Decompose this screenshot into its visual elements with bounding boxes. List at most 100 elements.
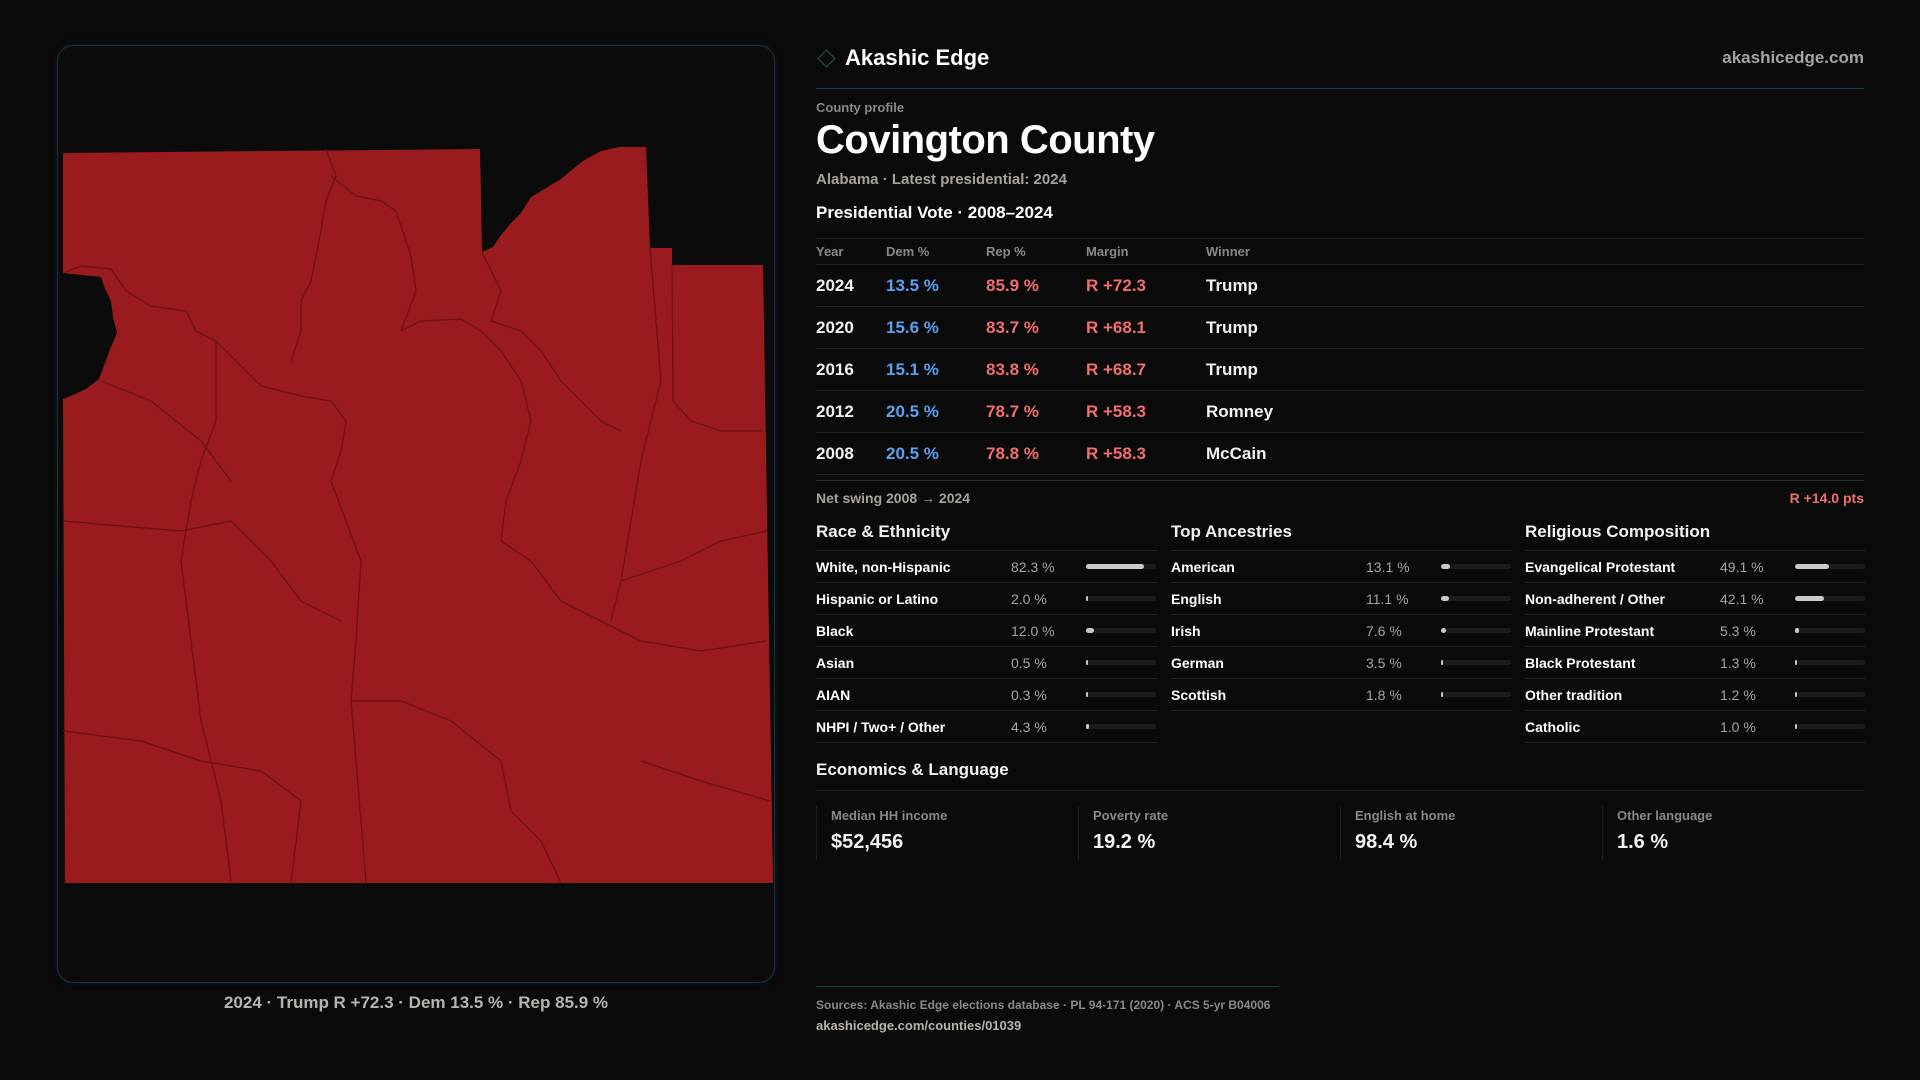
cell-margin: R +68.7 xyxy=(1086,359,1147,379)
section-heading: Race & Ethnicity xyxy=(816,520,1157,551)
stat-bar xyxy=(1795,628,1865,633)
site-link[interactable]: akashicedge.com xyxy=(1722,48,1864,67)
stat-percent: 1.3 % xyxy=(1720,654,1756,671)
section-ancestry: Top Ancestries American 13.1 % English 11.1 … xyxy=(1171,520,1512,711)
cell-margin: R +72.3 xyxy=(1086,275,1147,295)
economics-card: Poverty rate 19.2 % xyxy=(1078,806,1340,860)
vote-row: 2008 20.5 % 78.8 % R +58.3 McCain xyxy=(816,433,1864,475)
stat-percent: 49.1 % xyxy=(1720,558,1764,575)
economics-heading: Economics & Language xyxy=(816,760,1009,779)
stat-row: German 3.5 % xyxy=(1171,647,1512,679)
stat-bar xyxy=(1086,692,1156,697)
county-shape[interactable] xyxy=(63,147,773,883)
card-label: English at home xyxy=(1355,808,1456,823)
cell-rep-pct: 78.7 % xyxy=(986,401,1039,421)
stat-bar-fill xyxy=(1441,692,1443,697)
card-value: 19.2 % xyxy=(1093,831,1156,853)
cell-winner: Trump xyxy=(1206,317,1258,337)
stat-label: Irish xyxy=(1171,622,1201,639)
cell-margin: R +68.1 xyxy=(1086,317,1147,337)
stat-bar-fill xyxy=(1086,692,1088,697)
stat-label: Catholic xyxy=(1525,718,1581,735)
stat-label: Black xyxy=(816,622,854,639)
stat-bar-fill xyxy=(1086,660,1088,665)
economics-card: Other language 1.6 % xyxy=(1602,806,1864,860)
stat-row: Black Protestant 1.3 % xyxy=(1525,647,1866,679)
stat-row: Hispanic or Latino 2.0 % xyxy=(816,583,1157,615)
net-swing-label: Net swing 2008 → 2024 xyxy=(816,490,971,506)
card-label: Other language xyxy=(1617,808,1713,823)
cell-rep-pct: 78.8 % xyxy=(986,443,1039,463)
stat-bar xyxy=(1441,628,1511,633)
stat-label: Other tradition xyxy=(1525,686,1623,703)
vote-row: 2020 15.6 % 83.7 % R +68.1 Trump xyxy=(816,307,1864,349)
stat-bar xyxy=(1795,564,1865,569)
cell-year: 2024 xyxy=(816,275,854,295)
stat-bar xyxy=(1441,564,1511,569)
brand-name: Akashic Edge xyxy=(845,45,990,70)
cell-margin: R +58.3 xyxy=(1086,443,1147,463)
stat-label: Black Protestant xyxy=(1525,654,1636,671)
stat-row: Catholic 1.0 % xyxy=(1525,711,1866,743)
economics-cards: Median HH income $52,456 Poverty rate 19.2 … xyxy=(816,806,1864,860)
table-header: Year Dem % Rep % Margin Winner xyxy=(816,238,1864,265)
stat-label: White, non-Hispanic xyxy=(816,558,951,575)
cell-dem-pct: 15.1 % xyxy=(886,359,939,379)
stat-percent: 0.5 % xyxy=(1011,654,1047,671)
stat-bar xyxy=(1086,628,1156,633)
stat-label: English xyxy=(1171,590,1222,607)
cell-margin: R +58.3 xyxy=(1086,401,1147,421)
economics-card: English at home 98.4 % xyxy=(1340,806,1602,860)
stat-bar-fill xyxy=(1795,596,1825,601)
stat-row: Asian 0.5 % xyxy=(816,647,1157,679)
stat-bar-fill xyxy=(1086,564,1144,569)
stat-row: Evangelical Protestant 49.1 % xyxy=(1525,551,1866,583)
cell-rep-pct: 85.9 % xyxy=(986,275,1039,295)
county-map[interactable] xyxy=(58,46,776,984)
cell-winner: Trump xyxy=(1206,359,1258,379)
cell-rep-pct: 83.7 % xyxy=(986,317,1039,337)
page-title: Covington County xyxy=(816,118,1155,162)
stat-percent: 1.2 % xyxy=(1720,686,1756,703)
col-year: Year xyxy=(816,244,844,259)
stat-row: Irish 7.6 % xyxy=(1171,615,1512,647)
county-map-panel xyxy=(57,45,775,983)
stat-label: German xyxy=(1171,654,1224,671)
cell-year: 2008 xyxy=(816,443,854,463)
card-value: 98.4 % xyxy=(1355,831,1418,853)
stat-percent: 3.5 % xyxy=(1366,654,1402,671)
brand[interactable]: Akashic Edge xyxy=(816,45,989,71)
cell-year: 2020 xyxy=(816,317,854,337)
stat-bar-fill xyxy=(1086,628,1095,633)
stat-label: Mainline Protestant xyxy=(1525,622,1655,639)
header-divider xyxy=(816,88,1864,89)
stat-bar xyxy=(1795,724,1865,729)
stat-percent: 11.1 % xyxy=(1366,590,1409,607)
stat-bar xyxy=(1795,692,1865,697)
stat-percent: 42.1 % xyxy=(1720,590,1764,607)
stat-percent: 5.3 % xyxy=(1720,622,1756,639)
cell-winner: McCain xyxy=(1206,443,1267,463)
stat-bar xyxy=(1441,660,1511,665)
stat-percent: 4.3 % xyxy=(1011,718,1047,735)
stat-bar-fill xyxy=(1795,692,1797,697)
vote-heading: Presidential Vote · 2008–2024 xyxy=(816,203,1053,222)
stat-row: NHPI / Two+ / Other 4.3 % xyxy=(816,711,1157,743)
swing-divider xyxy=(816,480,1864,481)
stat-percent: 12.0 % xyxy=(1011,622,1055,639)
stat-row: Scottish 1.8 % xyxy=(1171,679,1512,711)
stat-bar-fill xyxy=(1441,660,1444,665)
county-url[interactable]: akashicedge.com/counties/01039 xyxy=(816,1018,1022,1033)
stat-row: AIAN 0.3 % xyxy=(816,679,1157,711)
stat-bar-fill xyxy=(1795,724,1797,729)
stat-bar xyxy=(1795,596,1865,601)
stat-bar xyxy=(1441,596,1511,601)
stat-percent: 13.1 % xyxy=(1366,558,1410,575)
cell-year: 2012 xyxy=(816,401,854,421)
stat-percent: 1.0 % xyxy=(1720,718,1756,735)
stat-row: Black 12.0 % xyxy=(816,615,1157,647)
subdivision-lines xyxy=(62,148,771,884)
stat-label: Scottish xyxy=(1171,686,1227,703)
col-margin: Margin xyxy=(1086,244,1129,259)
card-value: 1.6 % xyxy=(1617,831,1669,853)
